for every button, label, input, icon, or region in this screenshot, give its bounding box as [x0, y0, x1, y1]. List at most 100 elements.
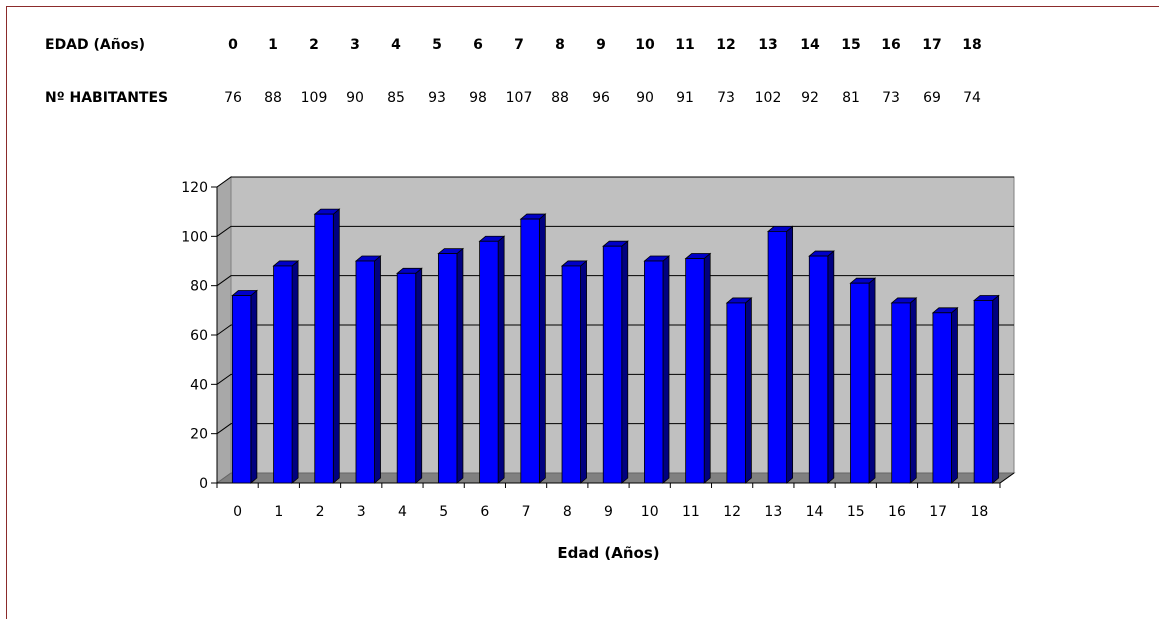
age-cell: 7 — [514, 37, 524, 53]
age-cell: 15 — [841, 37, 861, 53]
y-tick-label: 40 — [190, 377, 208, 393]
habitants-cell: 73 — [882, 90, 900, 106]
bar-side — [580, 260, 587, 484]
bar — [561, 265, 581, 484]
habitants-cell: 88 — [264, 90, 282, 106]
gridline — [216, 176, 1014, 188]
habitants-cell: 90 — [346, 90, 364, 106]
y-tick-label: 20 — [190, 427, 208, 443]
age-cell: 6 — [473, 37, 483, 53]
age-cell: 1 — [268, 37, 278, 53]
bar — [437, 253, 458, 484]
bar — [891, 302, 911, 484]
x-tick-label: 10 — [641, 504, 659, 520]
habitants-row-label: Nº HABITANTES — [45, 90, 169, 106]
y-tick-label: 100 — [181, 229, 208, 245]
bar — [685, 258, 705, 484]
bar-side — [703, 252, 711, 484]
bar — [850, 282, 870, 484]
bar-side — [250, 289, 258, 484]
bar — [520, 218, 540, 484]
x-tick-label: 3 — [357, 504, 366, 520]
age-cell: 17 — [922, 37, 942, 53]
gridline — [216, 324, 1014, 336]
x-tick-label: 15 — [847, 504, 865, 520]
habitants-cell: 69 — [923, 90, 941, 106]
bar-side — [909, 297, 917, 484]
age-cell: 4 — [391, 37, 401, 53]
bar-side — [415, 267, 423, 484]
bar — [932, 312, 952, 484]
age-cell: 2 — [309, 37, 319, 53]
age-cell: 5 — [432, 37, 442, 53]
x-tick-label: 13 — [764, 504, 782, 520]
x-tick-label: 12 — [723, 504, 741, 520]
bar-side — [538, 213, 546, 484]
bar-side — [992, 294, 1000, 484]
habitants-cell: 109 — [300, 90, 328, 106]
gridline — [216, 275, 1014, 287]
bar — [808, 255, 829, 484]
bar-side — [332, 208, 340, 484]
page-frame — [6, 6, 1159, 619]
x-tick-label: 6 — [480, 504, 489, 520]
age-cell: 18 — [962, 37, 982, 53]
age-cell: 14 — [800, 37, 820, 53]
habitants-cell: 88 — [551, 90, 569, 106]
x-tick-label: 16 — [888, 504, 906, 520]
gridline — [216, 225, 1014, 237]
bar — [767, 230, 788, 484]
bar — [644, 260, 664, 484]
y-tick-label: 0 — [199, 476, 208, 492]
x-axis-end — [999, 472, 1015, 484]
x-tick-label: 5 — [439, 504, 448, 520]
x-tick-label: 14 — [806, 504, 824, 520]
bar — [973, 300, 994, 484]
bar-side — [374, 255, 381, 484]
bar-side — [745, 297, 752, 484]
x-tick-label: 4 — [398, 504, 407, 520]
x-tick-label: 7 — [522, 504, 531, 520]
age-cell: 3 — [350, 37, 360, 53]
bar — [314, 213, 334, 484]
habitants-cell: 85 — [387, 90, 405, 106]
habitants-cell: 73 — [717, 90, 735, 106]
bar — [479, 240, 499, 484]
habitants-cell: 102 — [754, 90, 782, 106]
bar-side — [291, 260, 299, 484]
bar-side — [621, 240, 629, 484]
habitants-cell: 96 — [592, 90, 610, 106]
bar — [355, 260, 375, 484]
habitants-cell: 74 — [963, 90, 981, 106]
habitants-cell: 91 — [676, 90, 694, 106]
bar-side — [786, 225, 794, 484]
age-cell: 8 — [555, 37, 565, 53]
x-axis-title: Edad (Años) — [557, 544, 659, 562]
habitants-cell: 92 — [801, 90, 819, 106]
y-tick-label: 80 — [190, 279, 208, 295]
bar — [602, 245, 623, 484]
bar-side — [662, 255, 670, 484]
habitants-cell: 76 — [224, 90, 242, 106]
x-tick-label: 2 — [316, 504, 325, 520]
age-cell: 11 — [675, 37, 695, 53]
bar-side — [868, 277, 876, 484]
x-tick-label: 9 — [604, 504, 613, 520]
habitants-cell: 90 — [636, 90, 654, 106]
x-tick-label: 17 — [929, 504, 947, 520]
x-tick-label: 0 — [233, 504, 242, 520]
bar-side — [456, 247, 464, 484]
habitants-cell: 81 — [842, 90, 860, 106]
habitants-cell: 98 — [469, 90, 487, 106]
bar-side — [497, 235, 505, 484]
bar — [396, 272, 417, 484]
gridline — [216, 373, 1014, 385]
bar-side — [951, 306, 958, 484]
bar-side — [827, 250, 835, 484]
x-tick-label: 18 — [970, 504, 988, 520]
x-tick-label: 1 — [274, 504, 283, 520]
bar — [273, 265, 293, 484]
age-cell: 12 — [716, 37, 736, 53]
age-cell: 10 — [635, 37, 655, 53]
